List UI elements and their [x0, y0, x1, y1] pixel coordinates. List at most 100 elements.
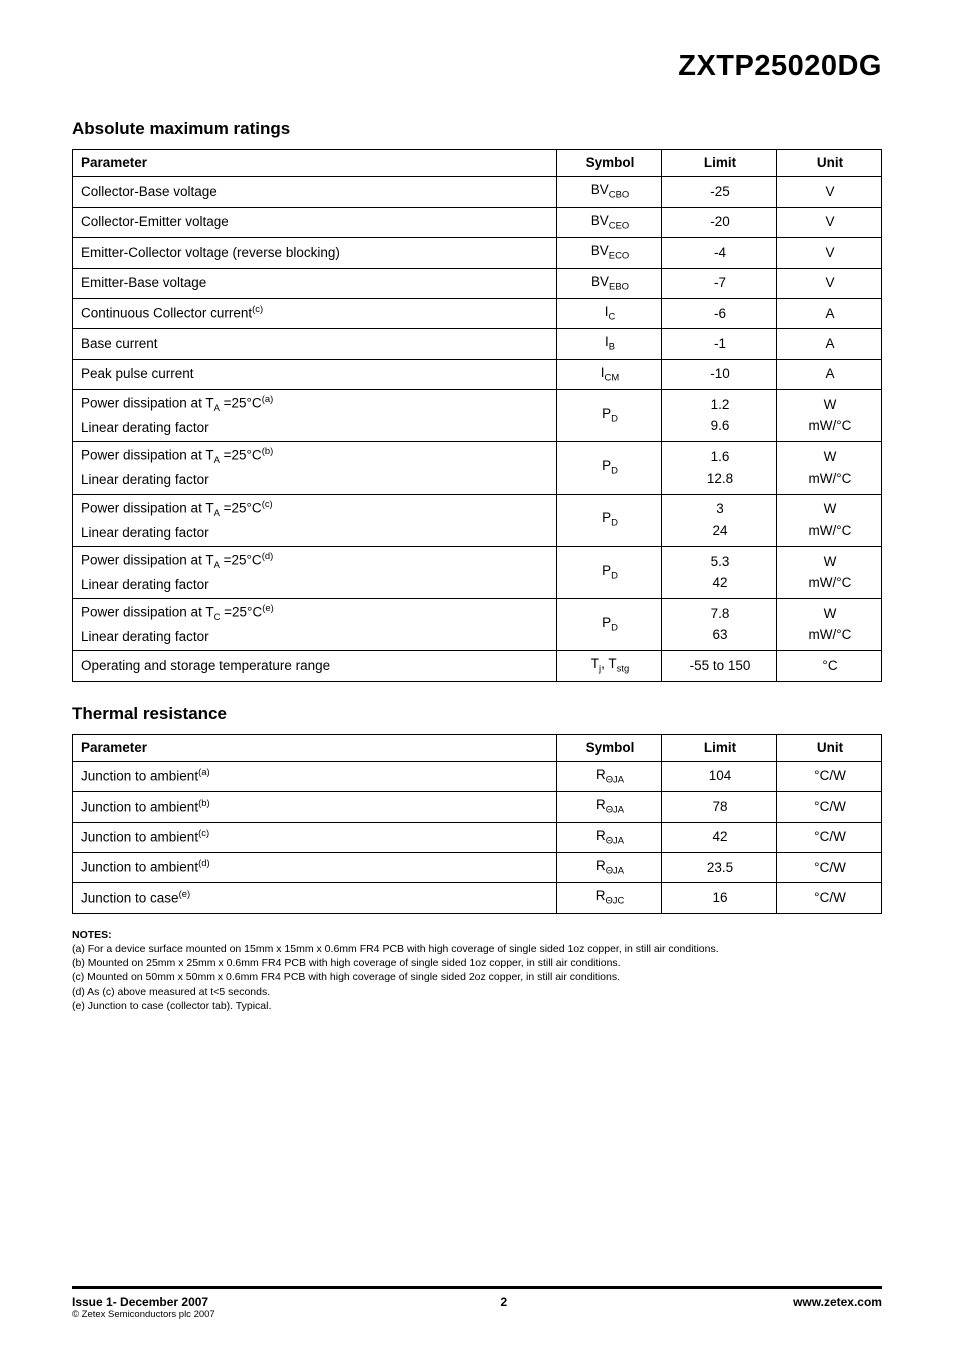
amr-symbol: BVCEO	[557, 207, 662, 237]
note-item: (c) Mounted on 50mm x 50mm x 0.6mm FR4 P…	[72, 970, 882, 984]
amr-param: Operating and storage temperature range	[73, 651, 557, 681]
amr-limit: -4	[662, 238, 777, 268]
thermal-param: Junction to ambient(d)	[73, 853, 557, 883]
table-row: Junction to ambient(b)RΘJA78°C/W	[73, 792, 882, 822]
thermal-limit: 16	[662, 883, 777, 913]
amr-unit: V	[777, 177, 882, 207]
amr-table: Parameter Symbol Limit Unit Collector-Ba…	[72, 149, 882, 682]
notes-block: NOTES: (a) For a device surface mounted …	[72, 928, 882, 1013]
thermal-col-unit: Unit	[777, 734, 882, 761]
amr-param: Collector-Emitter voltage	[73, 207, 557, 237]
thermal-limit: 23.5	[662, 853, 777, 883]
table-row: Junction to ambient(a)RΘJA104°C/W	[73, 761, 882, 791]
table-row: Power dissipation at TA =25°C(c)Linear d…	[73, 494, 882, 546]
footer-page-number: 2	[501, 1295, 508, 1320]
amr-param: Power dissipation at TA =25°C(a)Linear d…	[73, 390, 557, 442]
amr-limit: -6	[662, 298, 777, 328]
thermal-param: Junction to ambient(b)	[73, 792, 557, 822]
amr-limit: 5.342	[662, 546, 777, 598]
thermal-unit: °C/W	[777, 792, 882, 822]
notes-title: NOTES:	[72, 928, 882, 942]
amr-symbol: BVCBO	[557, 177, 662, 207]
amr-limit: -7	[662, 268, 777, 298]
table-row: Peak pulse currentICM-10A	[73, 359, 882, 389]
amr-param: Power dissipation at TA =25°C(c)Linear d…	[73, 494, 557, 546]
amr-limit: 324	[662, 494, 777, 546]
amr-param: Emitter-Base voltage	[73, 268, 557, 298]
thermal-unit: °C/W	[777, 883, 882, 913]
note-item: (b) Mounted on 25mm x 25mm x 0.6mm FR4 P…	[72, 956, 882, 970]
amr-symbol: PD	[557, 390, 662, 442]
table-row: Junction to case(e)RΘJC16°C/W	[73, 883, 882, 913]
amr-unit: WmW/°C	[777, 494, 882, 546]
notes-list: (a) For a device surface mounted on 15mm…	[72, 942, 882, 1013]
amr-symbol: PD	[557, 598, 662, 650]
table-row: Power dissipation at TC =25°C(e)Linear d…	[73, 598, 882, 650]
thermal-param: Junction to ambient(a)	[73, 761, 557, 791]
table-row: Junction to ambient(d)RΘJA23.5°C/W	[73, 853, 882, 883]
amr-unit: A	[777, 329, 882, 359]
amr-limit: -20	[662, 207, 777, 237]
amr-unit: A	[777, 359, 882, 389]
amr-heading: Absolute maximum ratings	[72, 119, 882, 139]
thermal-symbol: RΘJA	[557, 761, 662, 791]
amr-symbol: BVEBO	[557, 268, 662, 298]
footer-copyright: © Zetex Semiconductors plc 2007	[72, 1309, 215, 1320]
amr-symbol: PD	[557, 442, 662, 494]
amr-param: Emitter-Collector voltage (reverse block…	[73, 238, 557, 268]
amr-limit: -10	[662, 359, 777, 389]
amr-param: Power dissipation at TC =25°C(e)Linear d…	[73, 598, 557, 650]
table-row: Power dissipation at TA =25°C(a)Linear d…	[73, 390, 882, 442]
table-row: Power dissipation at TA =25°C(b)Linear d…	[73, 442, 882, 494]
footer-url: www.zetex.com	[793, 1295, 882, 1320]
thermal-col-limit: Limit	[662, 734, 777, 761]
footer: Issue 1- December 2007 © Zetex Semicondu…	[72, 1286, 882, 1320]
part-number: ZXTP25020DG	[72, 50, 882, 83]
table-row: Emitter-Collector voltage (reverse block…	[73, 238, 882, 268]
amr-param: Peak pulse current	[73, 359, 557, 389]
thermal-col-param: Parameter	[73, 734, 557, 761]
amr-unit: °C	[777, 651, 882, 681]
amr-param: Power dissipation at TA =25°C(d)Linear d…	[73, 546, 557, 598]
thermal-symbol: RΘJA	[557, 822, 662, 852]
thermal-tbody: Junction to ambient(a)RΘJA104°C/WJunctio…	[73, 761, 882, 913]
amr-limit: -55 to 150	[662, 651, 777, 681]
table-row: Continuous Collector current(c)IC-6A	[73, 298, 882, 328]
note-item: (a) For a device surface mounted on 15mm…	[72, 942, 882, 956]
table-row: Emitter-Base voltageBVEBO-7V	[73, 268, 882, 298]
amr-unit: V	[777, 207, 882, 237]
amr-col-limit: Limit	[662, 150, 777, 177]
table-row: Power dissipation at TA =25°C(d)Linear d…	[73, 546, 882, 598]
amr-symbol: PD	[557, 494, 662, 546]
amr-symbol: IB	[557, 329, 662, 359]
amr-unit: WmW/°C	[777, 442, 882, 494]
thermal-limit: 42	[662, 822, 777, 852]
thermal-param: Junction to ambient(c)	[73, 822, 557, 852]
table-row: Operating and storage temperature rangeT…	[73, 651, 882, 681]
amr-symbol: BVECO	[557, 238, 662, 268]
amr-param: Base current	[73, 329, 557, 359]
thermal-heading: Thermal resistance	[72, 704, 882, 724]
amr-limit: 1.29.6	[662, 390, 777, 442]
thermal-symbol: RΘJA	[557, 853, 662, 883]
amr-unit: V	[777, 268, 882, 298]
footer-rule	[72, 1286, 882, 1289]
amr-col-param: Parameter	[73, 150, 557, 177]
amr-unit: WmW/°C	[777, 390, 882, 442]
amr-symbol: PD	[557, 546, 662, 598]
thermal-symbol: RΘJA	[557, 792, 662, 822]
amr-unit: V	[777, 238, 882, 268]
table-row: Collector-Emitter voltageBVCEO-20V	[73, 207, 882, 237]
amr-param: Continuous Collector current(c)	[73, 298, 557, 328]
amr-param: Collector-Base voltage	[73, 177, 557, 207]
thermal-unit: °C/W	[777, 761, 882, 791]
amr-limit: -1	[662, 329, 777, 359]
thermal-symbol: RΘJC	[557, 883, 662, 913]
amr-unit: A	[777, 298, 882, 328]
amr-unit: WmW/°C	[777, 598, 882, 650]
amr-col-symbol: Symbol	[557, 150, 662, 177]
amr-tbody: Collector-Base voltageBVCBO-25VCollector…	[73, 177, 882, 681]
amr-param: Power dissipation at TA =25°C(b)Linear d…	[73, 442, 557, 494]
thermal-unit: °C/W	[777, 822, 882, 852]
amr-symbol: IC	[557, 298, 662, 328]
